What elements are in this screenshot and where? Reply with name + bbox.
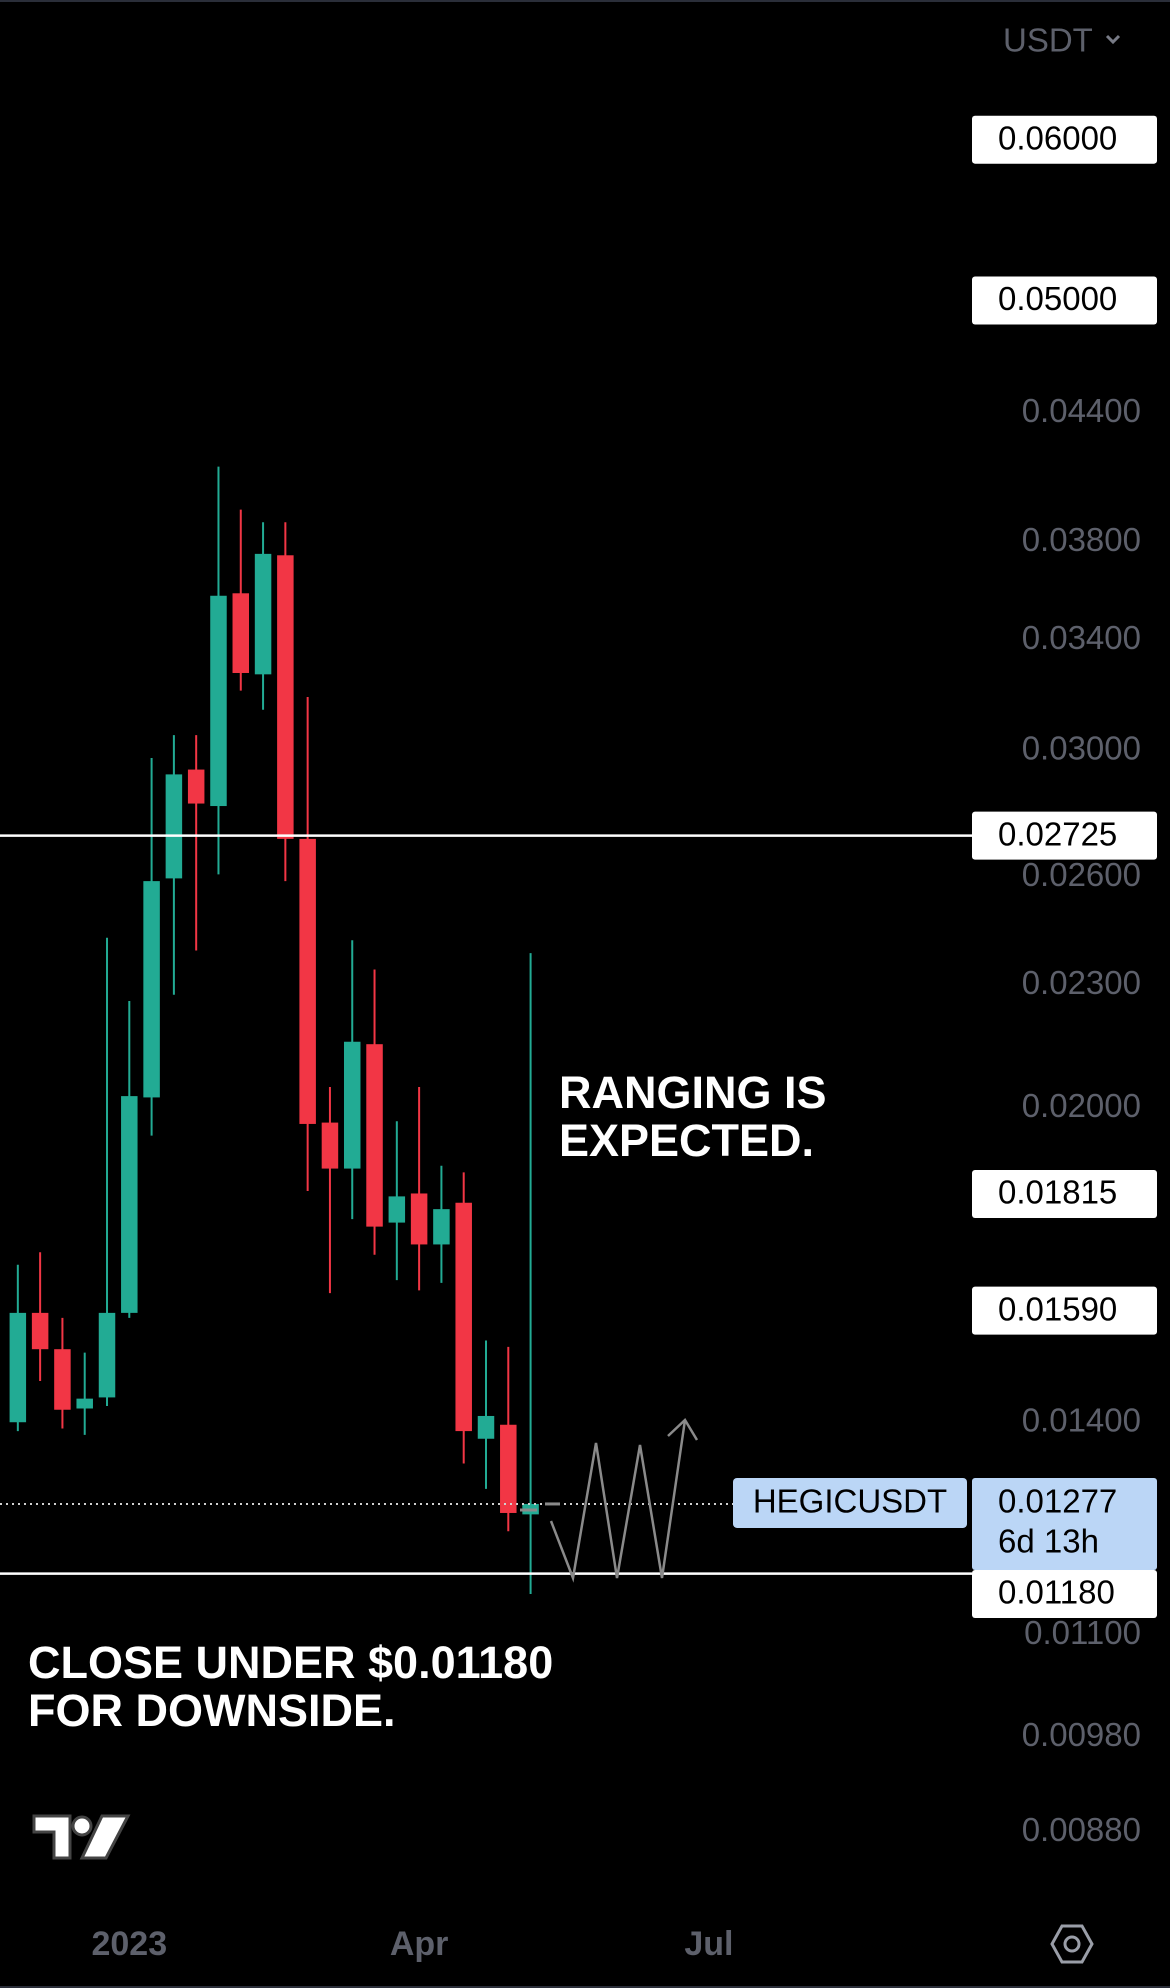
symbol-label: HEGICUSDT: [753, 1483, 947, 1520]
labels: 0.04400 0.03800 0.03400 0.03000 0.02600 0.023…: [28, 115, 1157, 1963]
level-box: [972, 115, 1157, 164]
candle-body: [54, 1349, 71, 1410]
candle-body: [455, 1202, 472, 1432]
candle-body: [410, 1193, 428, 1245]
level-box: [972, 1569, 1157, 1618]
candle-body: [121, 1096, 138, 1313]
plot: [0, 466, 972, 1595]
x-tick-label: 2023: [91, 1925, 167, 1963]
countdown-label: 6d 13h: [998, 1523, 1099, 1560]
level-box: [972, 1286, 1157, 1335]
tradingview-logo[interactable]: [32, 1814, 131, 1860]
level-box: [972, 276, 1157, 325]
candle-body: [76, 1398, 93, 1409]
annotation-text: CLOSE UNDER $0.01180: [28, 1637, 553, 1688]
y-tick-label: 0.01400: [1022, 1402, 1141, 1439]
currency-label[interactable]: USDT: [1003, 22, 1093, 59]
candle-body: [187, 769, 205, 804]
annotation-text: RANGING IS: [559, 1067, 827, 1118]
x-tick-label: Apr: [390, 1925, 449, 1963]
y-tick-label: 0.02600: [1022, 856, 1141, 893]
candle-body: [9, 1312, 27, 1423]
candle-body: [165, 774, 183, 879]
candle-body: [299, 838, 316, 1124]
annotation-text: EXPECTED.: [559, 1115, 814, 1166]
y-tick-label: 0.01100: [1024, 1614, 1141, 1651]
candle-body: [232, 593, 250, 673]
projection-arrow: [667, 1418, 699, 1441]
current-price-box: [972, 1477, 1157, 1570]
level-label: 0.05000: [998, 280, 1117, 317]
level-box: [972, 811, 1157, 860]
candle-body: [343, 1041, 361, 1169]
level-label: 0.01590: [998, 1290, 1117, 1327]
current-price-label: 0.01277: [998, 1483, 1117, 1520]
annotation-text: FOR DOWNSIDE.: [28, 1685, 396, 1736]
candle-body: [388, 1196, 406, 1223]
y-tick-label: 0.02300: [1022, 964, 1141, 1001]
y-tick-label: 0.03800: [1022, 521, 1141, 558]
candle-body: [210, 595, 227, 807]
candle-body: [143, 881, 160, 1098]
y-tick-label: 0.03000: [1022, 730, 1141, 767]
level-box: [972, 1169, 1157, 1218]
candle-body: [500, 1424, 517, 1513]
y-tick-label: 0.00880: [1022, 1811, 1141, 1848]
candle-body: [98, 1312, 116, 1398]
level-label: 0.01815: [998, 1174, 1117, 1211]
level-label: 0.01180: [998, 1574, 1115, 1611]
y-tick-label: 0.00980: [1022, 1716, 1141, 1753]
y-tick-label: 0.02000: [1022, 1087, 1141, 1124]
candle-body: [366, 1044, 383, 1227]
symbol-box: [733, 1477, 967, 1528]
level-label: 0.06000: [998, 119, 1117, 156]
projection-path: [549, 1419, 687, 1583]
candle-body: [321, 1122, 339, 1169]
candle-body: [254, 553, 272, 675]
currency-caret[interactable]: [1105, 34, 1121, 45]
candle-body: [433, 1209, 450, 1245]
candle-body: [31, 1312, 49, 1350]
candle-body: [277, 555, 294, 839]
settings-icon[interactable]: [1050, 1924, 1094, 1964]
candle-body: [477, 1415, 495, 1439]
y-tick-label: 0.04400: [1022, 392, 1141, 429]
y-tick-label: 0.03400: [1022, 619, 1141, 656]
x-tick-label: Jul: [684, 1925, 733, 1963]
level-label: 0.02725: [998, 815, 1117, 852]
